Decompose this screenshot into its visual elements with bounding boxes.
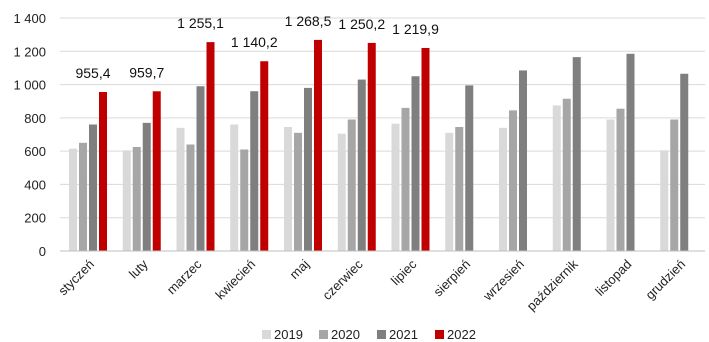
bar-2019-2 bbox=[176, 127, 185, 251]
category-label: grudzień bbox=[642, 257, 688, 303]
bar-2022-6 bbox=[421, 47, 430, 251]
y-tick-label: 0 bbox=[39, 244, 46, 259]
legend-swatch-2021 bbox=[377, 330, 386, 339]
category-label: październik bbox=[524, 256, 581, 313]
bar-2020-6 bbox=[401, 107, 410, 251]
bar-2022-1 bbox=[152, 91, 161, 251]
category-label: maj bbox=[287, 256, 312, 281]
bar-2020-3 bbox=[240, 149, 249, 251]
bar-2020-5 bbox=[347, 119, 356, 252]
bar-2019-10 bbox=[606, 119, 615, 252]
y-tick-label: 600 bbox=[24, 144, 46, 159]
bar-2022-4 bbox=[314, 39, 322, 251]
legend-label: 2022 bbox=[447, 327, 476, 342]
bar-2021-11 bbox=[680, 73, 689, 251]
y-tick-label: 1 200 bbox=[13, 44, 46, 59]
bar-2019-0 bbox=[69, 148, 77, 251]
legend-label: 2019 bbox=[274, 327, 303, 342]
category-label: czerwiec bbox=[319, 256, 366, 303]
data-label: 1 140,2 bbox=[231, 34, 278, 50]
legend-swatch-2019 bbox=[262, 330, 271, 339]
bar-2019-11 bbox=[660, 150, 669, 251]
bar-2020-4 bbox=[294, 132, 302, 251]
bar-2020-8 bbox=[509, 110, 517, 251]
grid-lines bbox=[60, 17, 705, 219]
bar-2021-10 bbox=[626, 53, 635, 252]
data-label: 959,7 bbox=[129, 64, 164, 80]
data-label: 955,4 bbox=[75, 65, 110, 81]
y-axis-ticks: 0 200 400 600 800 1 000 1 200 1 400 bbox=[13, 11, 46, 259]
bar-2021-0 bbox=[89, 124, 97, 251]
legend-swatch-2020 bbox=[319, 330, 328, 339]
data-label: 1 268,5 bbox=[285, 13, 332, 29]
y-tick-label: 1 400 bbox=[13, 11, 46, 26]
bar-2021-8 bbox=[519, 70, 527, 251]
bar-2020-9 bbox=[562, 98, 571, 251]
legend-label: 2020 bbox=[331, 327, 360, 342]
category-label: luty bbox=[126, 256, 151, 281]
bar-2019-8 bbox=[499, 127, 507, 251]
category-label: marzec bbox=[164, 256, 205, 297]
bar-2019-4 bbox=[284, 127, 292, 251]
legend-label: 2021 bbox=[389, 327, 418, 342]
bar-2019-5 bbox=[337, 133, 346, 251]
bar-2019-9 bbox=[552, 105, 561, 251]
bar-2021-5 bbox=[357, 79, 366, 251]
category-label: listopad bbox=[592, 257, 634, 299]
bar-2020-0 bbox=[79, 142, 87, 251]
bar-2022-5 bbox=[367, 42, 376, 251]
bars bbox=[69, 39, 689, 252]
bar-2022-0 bbox=[99, 91, 107, 251]
bar-2019-3 bbox=[230, 124, 239, 251]
legend: 2019 2020 2021 2022 bbox=[262, 327, 476, 342]
legend-swatch-2022 bbox=[435, 330, 444, 339]
bar-2021-3 bbox=[250, 91, 259, 251]
category-label: sierpień bbox=[430, 257, 473, 300]
bar-2020-1 bbox=[132, 146, 141, 251]
y-tick-label: 200 bbox=[24, 211, 46, 226]
bar-2020-10 bbox=[616, 108, 625, 251]
bar-2022-3 bbox=[260, 61, 269, 251]
data-label: 1 219,9 bbox=[392, 21, 439, 37]
bar-2019-6 bbox=[391, 123, 400, 251]
y-tick-label: 1 000 bbox=[13, 78, 46, 93]
y-tick-label: 800 bbox=[24, 111, 46, 126]
data-labels: 955,4 959,7 1 255,1 1 140,2 1 268,5 1 250,2 1 … bbox=[75, 13, 439, 81]
category-label: styczeń bbox=[55, 257, 97, 299]
bar-2021-7 bbox=[465, 85, 474, 252]
bar-2020-2 bbox=[186, 144, 195, 251]
bar-2021-9 bbox=[572, 57, 581, 251]
bar-2019-7 bbox=[445, 132, 454, 251]
bar-2019-1 bbox=[122, 150, 131, 251]
bar-2021-6 bbox=[411, 76, 420, 251]
bar-2021-1 bbox=[142, 122, 151, 251]
y-tick-label: 400 bbox=[24, 177, 46, 192]
bar-2020-11 bbox=[670, 119, 679, 252]
bar-2021-2 bbox=[196, 86, 205, 251]
bar-2021-4 bbox=[304, 87, 312, 252]
category-label: kwiecień bbox=[212, 257, 258, 303]
data-label: 1 255,1 bbox=[177, 15, 224, 31]
data-label: 1 250,2 bbox=[338, 16, 385, 32]
category-label: wrzesień bbox=[479, 257, 527, 305]
bar-2020-7 bbox=[455, 127, 464, 251]
category-labels: styczeń luty marzec kwiecień maj czerwiec lipi… bbox=[55, 256, 688, 313]
bar-2022-2 bbox=[206, 42, 215, 251]
category-label: lipiec bbox=[388, 256, 420, 288]
